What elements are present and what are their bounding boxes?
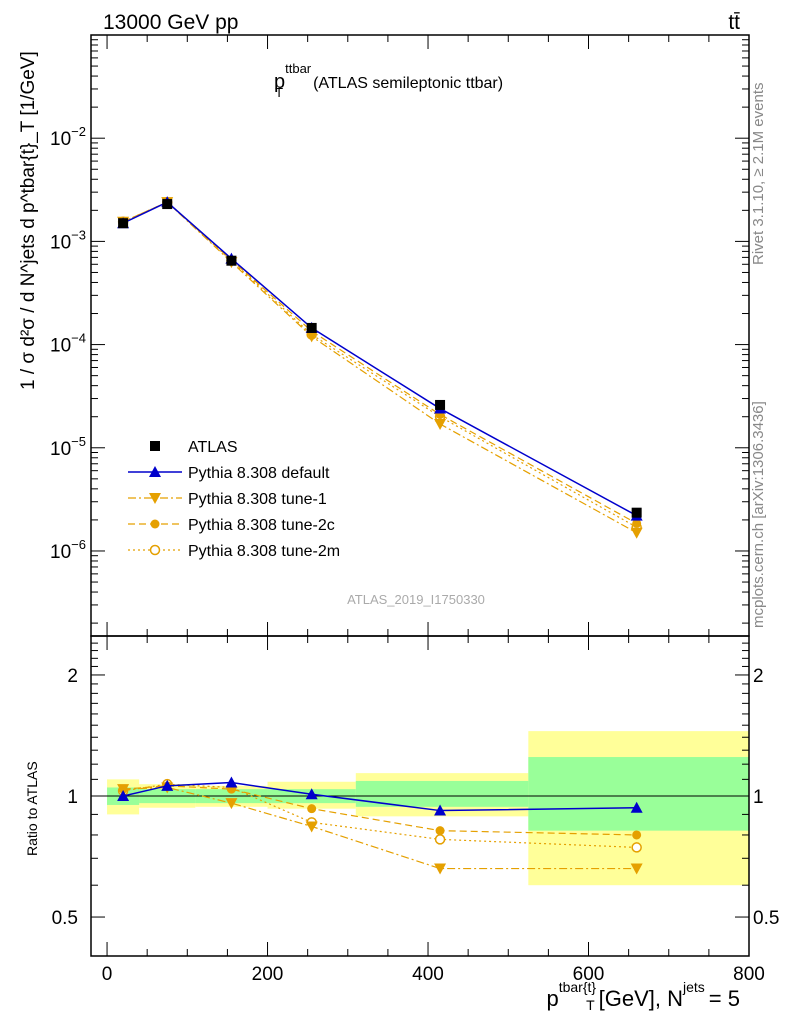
ratio-series-marker [117, 784, 130, 796]
atlas-data-point [435, 399, 446, 410]
ratio-series-line [122, 781, 637, 812]
main-series-line [122, 201, 638, 517]
main-y-tick-label: 10−6 [50, 537, 86, 563]
ratio-y-tick-label: 1 [67, 787, 78, 808]
legend-marker [150, 441, 160, 451]
plot-title: pttbar T (ATLAS semileptonic ttbar) [274, 61, 503, 100]
ratio-series-marker [434, 863, 447, 875]
atlas-data-point [162, 199, 173, 210]
main-series-marker [434, 418, 447, 430]
legend: ATLAS Pythia 8.308 default Pythia 8.308 tu… [128, 439, 340, 560]
ratio-series-marker [225, 776, 238, 788]
main-series-line [122, 201, 637, 524]
main-y-tick-label-exp: −5 [71, 434, 86, 449]
ratio-series-marker [225, 798, 238, 810]
x-tick-label: 200 [252, 964, 284, 985]
main-y-tick-label-base: 10 [50, 232, 71, 253]
x-axis-label-sub: T [586, 997, 595, 1013]
main-y-tick-label-base: 10 [50, 129, 71, 150]
main-y-axis-label: 1 / σ d²σ / d N^jets d p^tbar{t}_T [1/Ge… [18, 51, 39, 390]
ratio-series-marker [307, 804, 317, 814]
main-y-tick-label: 10−3 [50, 227, 86, 253]
x-axis-label-rest: [GeV], N [599, 986, 683, 1011]
main-y-tick-label: 10−2 [50, 124, 86, 150]
main-y-tick-label-exp: −3 [71, 227, 86, 242]
main-y-tick-label-exp: −4 [71, 331, 86, 346]
plot-title-main: p [274, 71, 285, 93]
atlas-data-point [226, 255, 237, 266]
uncertainty-band-inner [355, 780, 529, 807]
legend-label: Pythia 8.308 tune-2m [188, 543, 340, 560]
ratio-series-marker [630, 863, 643, 875]
x-tick-label: 600 [573, 964, 605, 985]
x-axis-label-main: p [546, 986, 558, 1011]
atlas-data-point [631, 507, 642, 518]
ratio-y-tick-label-right: 0.5 [753, 908, 779, 929]
collision-label: 13000 GeV pp [103, 11, 238, 34]
legend-marker [150, 519, 160, 529]
ratio-series-marker [435, 826, 445, 836]
process-label: tt̄ [728, 11, 740, 34]
atlas-data-point [306, 322, 317, 333]
main-y-tick-label-base: 10 [50, 336, 71, 357]
ratio-y-tick-label: 2 [67, 666, 78, 687]
ratio-series-line [123, 785, 637, 836]
main-series-line [122, 201, 637, 534]
main-y-tick-label: 10−4 [50, 331, 86, 357]
x-tick-label: 400 [412, 964, 444, 985]
ratio-series-marker [631, 842, 642, 853]
legend-marker [149, 466, 161, 477]
ratio-series-marker [305, 821, 318, 833]
legend-label: ATLAS [188, 439, 238, 456]
x-axis-label-sup: tbar{t} [559, 979, 597, 995]
ratio-y-axis-label: Ratio to ATLAS [24, 761, 40, 856]
legend-marker [149, 493, 161, 504]
main-series-marker [632, 518, 642, 528]
main-y-tick-label: 10−5 [50, 434, 86, 460]
ratio-y-tick-label-right: 2 [753, 666, 764, 687]
ratio-series-marker [632, 830, 642, 840]
main-y-tick-label-exp: −2 [71, 124, 86, 139]
atlas-data-point [118, 218, 129, 229]
ratio-series-marker [434, 804, 447, 816]
ratio-plot-panel: 0.5 0.5 1 1 2 2 0 200 400 600 800 [52, 635, 779, 985]
legend-marker [149, 544, 161, 556]
ratio-series-marker [434, 834, 446, 845]
main-y-tick-label-base: 10 [50, 542, 71, 563]
ratio-y-tick-label-right: 1 [753, 787, 764, 808]
ratio-series-marker [161, 779, 174, 791]
main-y-tick-label-exp: −6 [71, 537, 86, 552]
legend-label: Pythia 8.308 tune-2c [188, 517, 335, 534]
x-tick-label: 0 [102, 964, 113, 985]
plot-title-sub: T [275, 85, 283, 100]
main-y-tick-label-base: 10 [50, 439, 71, 460]
x-axis-label: ptbar{t} T [GeV], Njets = 5 [546, 979, 740, 1013]
x-axis-label-tail: = 5 [709, 986, 740, 1011]
legend-label: Pythia 8.308 default [188, 465, 330, 482]
legend-label: Pythia 8.308 tune-1 [188, 491, 327, 508]
mcplots-label: mcplots.cern.ch [arXiv:1306.3436] [750, 401, 767, 628]
plot-title-sup: ttbar [285, 61, 312, 76]
analysis-watermark: ATLAS_2019_I1750330 [347, 592, 485, 607]
main-series-marker [630, 527, 643, 539]
plot-title-rest: (ATLAS semileptonic ttbar) [313, 75, 503, 92]
ratio-series-marker [305, 788, 318, 800]
ratio-series-marker [117, 790, 130, 801]
rivet-version-label: Rivet 3.1.10, ≥ 2.1M events [750, 83, 767, 266]
x-axis-label-sup2: jets [682, 979, 705, 995]
x-tick-label: 800 [733, 964, 765, 985]
main-series-marker [305, 331, 318, 343]
ratio-y-tick-label: 0.5 [52, 908, 78, 929]
uncertainty-band-inner [528, 757, 749, 831]
ratio-series-marker [630, 801, 643, 813]
